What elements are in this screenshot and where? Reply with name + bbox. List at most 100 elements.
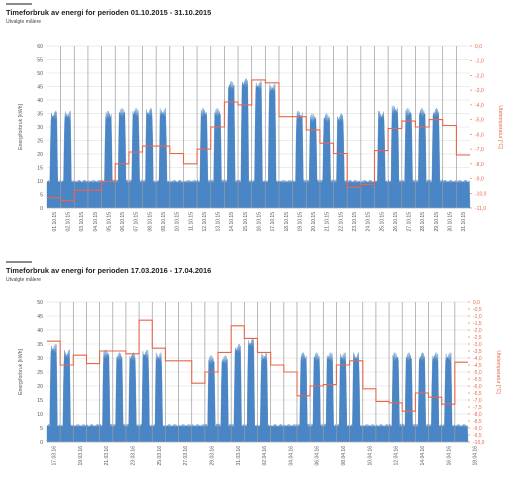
y2-tick-label: -8,0	[475, 162, 484, 168]
y-tick-label: 0	[40, 440, 43, 446]
y2-tick-label: -6,0	[473, 384, 482, 390]
y2-tick-label: 0,0	[473, 300, 480, 306]
chart-title: Timeforbruk av energi for perioden 17.03…	[6, 266, 212, 275]
y-tick-label: 50	[37, 300, 43, 306]
temperature-step-series	[47, 79, 470, 202]
x-tick-label: 15.10.15	[243, 212, 249, 232]
x-tick-label: 08.10.15	[147, 212, 153, 232]
y2-tick-label: -3,0	[475, 88, 484, 94]
x-tick-label: 10.10.15	[175, 212, 181, 232]
y-tick-label: 30	[37, 125, 43, 131]
chart-panel-october-2015: Timeforbruk av energi for perioden 01.10…	[0, 0, 511, 245]
x-tick-label: 12.10.15	[202, 212, 208, 232]
y-axis-title: Energiforbruk [kWh]	[18, 349, 24, 395]
x-tick-label: 09.10.15	[161, 212, 167, 232]
y2-tick-label: -10,0	[475, 191, 487, 197]
y-tick-label: 30	[37, 356, 43, 362]
y-axis-title: Energiforbruk [kWh]	[18, 104, 24, 150]
y2-tick-label: -3,0	[473, 342, 482, 348]
x-tick-label: 29.10.15	[434, 212, 440, 232]
x-tick-label: 25.10.15	[379, 212, 385, 232]
x-tick-label: 04.04.16	[288, 446, 294, 466]
x-tick-label: 12.04.16	[394, 446, 400, 466]
y2-tick-label: 0,0	[475, 44, 482, 50]
y2-tick-label: -4,0	[475, 103, 484, 109]
chart-subtitle: Utvalgte målere	[6, 19, 42, 25]
y2-tick-label: -9,0	[473, 426, 482, 432]
y2-tick-label: -3,5	[473, 349, 482, 355]
y-tick-label: 40	[37, 328, 43, 334]
x-tick-label: 17.10.15	[270, 212, 276, 232]
y2-tick-label: -1,0	[475, 59, 484, 65]
chart-panel-march-april-2016: Timeforbruk av energi for perioden 17.03…	[0, 258, 511, 491]
y2-tick-label: -9,0	[475, 177, 484, 183]
x-tick-label: 22.10.15	[338, 212, 344, 232]
panel-header-rule	[6, 3, 32, 5]
y-tick-label: 40	[37, 98, 43, 104]
x-tick-label: 07.10.15	[134, 212, 140, 232]
y2-tick-label: -1,5	[473, 321, 482, 327]
y-tick-label: 60	[37, 44, 43, 50]
x-tick-label: 03.10.15	[79, 212, 85, 232]
x-tick-label: 27.10.15	[407, 212, 413, 232]
x-tick-label: 23.03.16	[131, 446, 137, 466]
y-tick-label: 50	[37, 71, 43, 77]
energy-area-series	[46, 78, 471, 209]
chart-title: Timeforbruk av energi for perioden 01.10…	[6, 8, 212, 17]
x-tick-label: 01.10.15	[52, 212, 58, 232]
y2-tick-label: -5,5	[473, 377, 482, 383]
y-tick-label: 20	[37, 152, 43, 158]
y2-tick-label: -5,0	[473, 370, 482, 376]
y-tick-label: 45	[37, 314, 43, 320]
x-tick-label: 13.10.15	[216, 212, 222, 232]
y2-tick-label: -1,0	[473, 314, 482, 320]
y-tick-label: 45	[37, 85, 43, 91]
y-tick-label: 20	[37, 384, 43, 390]
x-tick-label: 16.10.15	[257, 212, 263, 232]
x-tick-label: 25.03.16	[157, 446, 163, 466]
x-tick-label: 06.04.16	[315, 446, 321, 466]
x-tick-label: 02.10.15	[65, 212, 71, 232]
x-tick-label: 10.04.16	[367, 446, 373, 466]
x-tick-label: 19.10.15	[297, 212, 303, 232]
x-tick-label: 18.04.16	[473, 446, 479, 466]
x-tick-label: 06.10.15	[120, 212, 126, 232]
y-tick-label: 5	[40, 193, 43, 199]
y2-tick-label: -4,0	[473, 356, 482, 362]
y2-tick-label: -11,0	[475, 206, 486, 212]
y2-tick-label: -8,0	[473, 412, 482, 418]
y-tick-label: 35	[37, 342, 43, 348]
y-tick-label: 55	[37, 58, 43, 64]
y2-tick-label: -10,0	[473, 440, 485, 446]
x-tick-label: 31.03.16	[236, 446, 242, 466]
x-tick-label: 17.03.16	[52, 446, 58, 466]
x-tick-label: 04.10.15	[93, 212, 99, 232]
y-tick-label: 5	[40, 426, 43, 432]
y2-tick-label: -7,0	[475, 147, 484, 153]
y2-tick-label: -9,5	[473, 433, 482, 439]
x-tick-label: 26.10.15	[393, 212, 399, 232]
x-tick-label: 14.04.16	[420, 446, 426, 466]
y-tick-label: 10	[37, 412, 43, 418]
panel-header-rule	[6, 261, 32, 263]
chart-subtitle: Utvalgte målere	[6, 277, 42, 283]
y2-tick-label: -2,0	[473, 328, 482, 334]
y2-tick-label: -4,5	[473, 363, 482, 369]
x-tick-label: 31.10.15	[461, 212, 467, 232]
x-tick-label: 20.10.15	[311, 212, 317, 232]
x-tick-label: 02.04.16	[262, 446, 268, 466]
x-tick-label: 18.10.15	[284, 212, 290, 232]
x-tick-label: 24.10.15	[366, 212, 372, 232]
x-tick-label: 14.10.15	[229, 212, 235, 232]
x-tick-label: 29.03.16	[209, 446, 215, 466]
y-tick-label: 0	[40, 206, 43, 212]
x-tick-label: 30.10.15	[448, 212, 454, 232]
y2-tick-label: -6,0	[475, 132, 484, 138]
y2-tick-label: -7,0	[473, 398, 482, 404]
y-tick-label: 15	[37, 166, 43, 172]
x-tick-label: 27.03.16	[183, 446, 189, 466]
y2-axis-title: Utetemperatur [°C]	[495, 350, 501, 394]
x-tick-label: 05.10.15	[106, 212, 112, 232]
y-tick-label: 10	[37, 179, 43, 185]
